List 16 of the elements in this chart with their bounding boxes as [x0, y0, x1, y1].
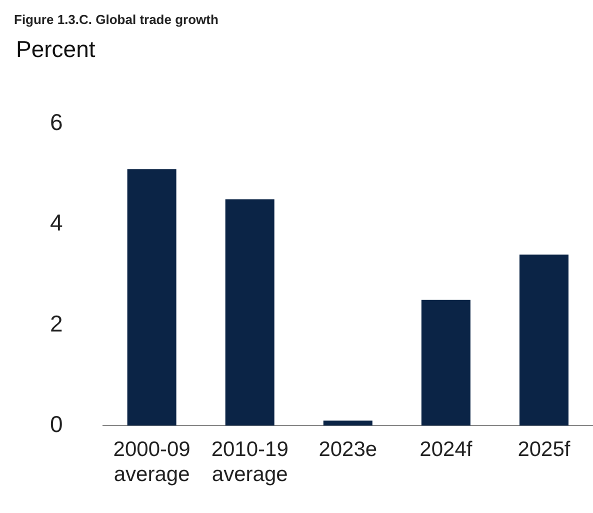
x-tick-label: 2024f — [420, 438, 472, 461]
x-tick-label: 2000-09 average — [113, 438, 190, 486]
x-tick-label: 2023e — [318, 438, 378, 461]
y-tick-label: 0 — [50, 410, 63, 437]
bar — [323, 420, 372, 426]
chart-title: Figure 1.3.C. Global trade growth — [14, 12, 218, 27]
y-tick-label: 4 — [50, 210, 63, 236]
y-tick-label: 2 — [50, 310, 63, 336]
bar — [127, 169, 176, 426]
bar — [519, 254, 568, 426]
y-tick-label: 6 — [50, 109, 63, 136]
y-axis-title: Percent — [16, 36, 96, 63]
x-tick-label: 2010-19 average — [211, 438, 288, 486]
bar — [225, 199, 274, 426]
bar — [421, 300, 470, 426]
x-tick-label: 2025f — [518, 438, 570, 461]
